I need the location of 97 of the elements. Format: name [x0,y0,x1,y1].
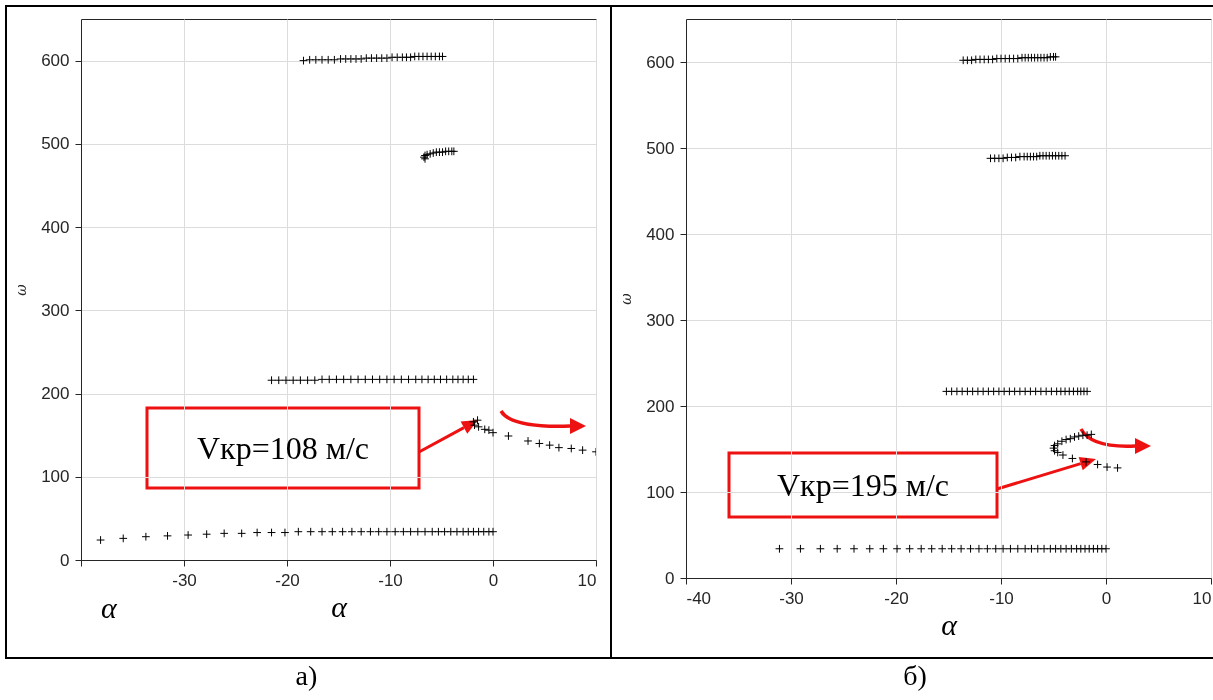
point [523,436,533,446]
annotation: Vкр=108 м/с [196,430,370,466]
y-tick-label: 300 [646,310,675,330]
point [372,53,381,63]
point [488,527,498,537]
point [237,528,247,538]
y-axis-title: ω [13,283,30,296]
point [202,529,212,539]
y-tick-label: 600 [646,52,675,72]
point [374,527,384,537]
point [353,375,363,384]
y-tick-label: 200 [41,384,70,404]
point [423,375,433,384]
point [578,445,587,455]
y-tick-label: 200 [646,396,675,416]
point [219,528,229,538]
point [360,375,370,384]
y-tick-label: 0 [60,550,70,570]
y-tick-label: 500 [41,134,70,154]
y-tick-label: 100 [41,467,70,487]
point [484,425,494,435]
x-axis-title: α [331,589,349,623]
y-tick-label: 400 [41,217,70,237]
point [566,444,576,453]
point [389,375,399,384]
point [382,375,392,384]
x-tick-label: -40 [686,588,712,608]
point [347,527,357,537]
point [452,527,462,537]
y-tick-label: 400 [646,224,675,244]
point [183,530,193,540]
x-tick-label: -10 [378,570,403,590]
point [324,375,334,384]
point [96,535,105,545]
point [420,527,430,537]
x-axis-title: α [941,607,959,641]
point [382,53,392,63]
point [306,527,316,537]
annotation: Vкр=195 м/с [776,467,950,503]
text: б) [902,660,928,692]
point [545,440,555,450]
x-tick-label: -20 [275,570,300,590]
point [406,527,415,537]
text: α [101,591,118,624]
point [323,55,333,65]
y-tick-label: 300 [41,300,70,320]
point [473,415,482,425]
text: а) [294,660,319,692]
point [274,375,284,385]
y-axis-title: ω [618,292,635,305]
point [296,375,305,385]
x-tick-label: -10 [989,588,1014,608]
y-tick-label: 600 [41,51,70,71]
point [317,55,327,65]
point [399,527,408,537]
point [327,527,337,537]
point [413,527,423,537]
y-tick-label: 500 [646,138,675,158]
point [252,528,262,537]
point [366,527,375,537]
point [336,54,345,64]
point [390,527,400,537]
x-tick-label: -20 [884,588,909,608]
point [293,527,303,537]
point [367,53,376,63]
point [382,527,392,537]
point [504,431,513,441]
point [303,375,312,385]
x-tick-label: -30 [172,570,197,590]
point [280,528,290,537]
point [317,527,327,537]
point [361,53,371,63]
point [356,54,366,64]
point [338,527,347,537]
point [163,531,172,541]
point [406,52,415,62]
point [310,375,320,385]
point [288,375,298,385]
point [118,533,128,543]
x-tick-label: 10 [577,570,597,590]
point [488,428,498,438]
point [427,527,437,537]
point [396,375,406,384]
point [281,375,291,385]
x-tick-label: 0 [488,570,499,590]
point [317,375,327,384]
x-tick-label: 0 [1101,588,1112,608]
x-tick-label: 10 [1192,588,1212,608]
y-tick-label: 100 [646,482,675,502]
point [534,439,544,448]
point [141,532,151,542]
point [417,375,427,384]
point [346,375,356,384]
point [267,375,276,385]
point [554,443,564,453]
point [356,527,366,537]
x-tick-label: -30 [779,588,804,608]
